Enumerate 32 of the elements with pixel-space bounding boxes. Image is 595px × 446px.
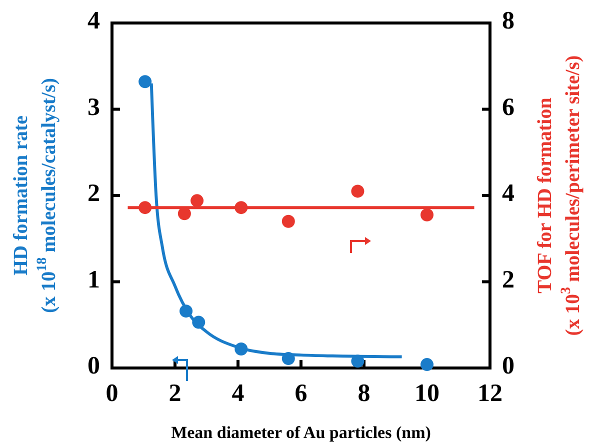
point (138, 201, 152, 214)
x-tick-label: 4 (232, 380, 245, 407)
point (192, 316, 206, 329)
point (190, 194, 204, 208)
point (351, 354, 364, 368)
y2-tick-label: 2 (502, 266, 514, 294)
y2-tick-label: 4 (502, 180, 515, 208)
x-axis-title: Mean diameter of Au particles (nm) (171, 423, 431, 442)
point (178, 207, 191, 220)
y-tick-label: 3 (88, 94, 100, 121)
point (138, 75, 152, 88)
point (180, 304, 193, 318)
point (282, 352, 295, 366)
point (351, 184, 364, 198)
y-tick-label: 2 (88, 180, 100, 208)
y2-tick-label: 0 (502, 352, 514, 380)
x-tick-label: 8 (358, 380, 370, 407)
y-tick-label: 1 (88, 266, 100, 294)
x-tick-label: 6 (294, 380, 308, 407)
x-tick-label: 12 (478, 380, 502, 407)
y2-tick-label: 6 (502, 94, 514, 121)
point (420, 358, 434, 372)
y2-tick-label: 8 (502, 8, 514, 35)
point (234, 201, 248, 214)
x-tick-label: 0 (106, 380, 118, 407)
x-tick-label: 2 (168, 380, 182, 407)
point (234, 342, 248, 356)
x-tick-label: 10 (414, 380, 440, 407)
point (282, 214, 295, 228)
y-tick-label: 4 (88, 8, 100, 35)
point (420, 208, 434, 222)
y-tick-label: 0 (88, 352, 100, 380)
